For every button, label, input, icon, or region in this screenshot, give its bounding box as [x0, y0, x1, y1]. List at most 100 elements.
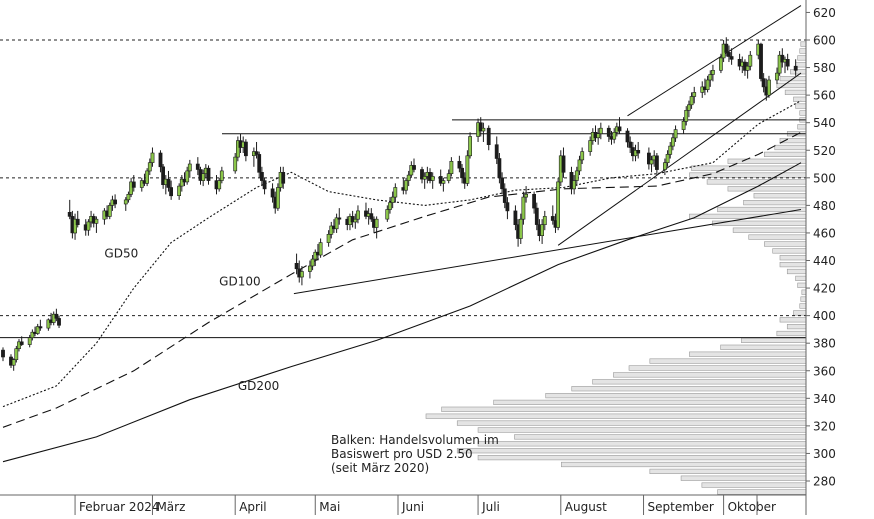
- candle-163: [649, 155, 654, 173]
- axes: 280 300 320 340 360 380 400 420 440 460 480 500 520 5…: [0, 0, 836, 515]
- x-tick-label-7: September: [648, 500, 714, 514]
- candle-33: [131, 175, 136, 192]
- candle-162: [646, 147, 651, 170]
- candle-135: [540, 219, 545, 244]
- candle-32: [129, 177, 134, 198]
- candle-body: [759, 43, 763, 79]
- candle-body: [441, 180, 446, 184]
- volume-bar-6: [456, 448, 807, 454]
- candle-95: [385, 205, 390, 222]
- candle-108: [430, 172, 435, 189]
- volume-bar-49: [764, 151, 807, 158]
- volume-bar-20: [689, 351, 807, 357]
- candle-195: [767, 75, 771, 98]
- volume-bar-65: [800, 41, 807, 47]
- candle-83: [334, 213, 339, 233]
- candle-92: [369, 208, 374, 222]
- candle-44: [177, 183, 182, 200]
- volume-bar-45: [706, 179, 807, 185]
- candle-body: [521, 196, 526, 220]
- candle-136: [542, 210, 547, 231]
- candle-body: [201, 173, 206, 181]
- note-line-2: Basiswert pro USD 2.50: [331, 447, 473, 461]
- y-tick-label-11: 500: [813, 171, 836, 185]
- candle-39: [158, 150, 163, 173]
- ma-label-gd100: GD100: [219, 274, 260, 288]
- candle-body: [145, 170, 150, 184]
- candle-body: [259, 172, 264, 181]
- candle-body: [636, 150, 641, 154]
- candle-178: [705, 75, 710, 93]
- y-tick-label-17: 620: [813, 6, 836, 20]
- candle-76: [310, 254, 315, 271]
- candle-196: [775, 67, 779, 85]
- volume-bar-55: [799, 110, 807, 116]
- candle-144: [574, 166, 579, 187]
- candle-141: [561, 147, 566, 178]
- candle-body: [107, 205, 112, 217]
- candle-body: [150, 152, 155, 163]
- candle-45: [179, 175, 184, 192]
- candle-body: [486, 127, 491, 145]
- y-tick-label-15: 580: [813, 61, 836, 75]
- candle-100: [404, 177, 408, 195]
- candle-9: [35, 323, 40, 335]
- candle-body: [17, 341, 21, 349]
- y-tick-label-0: 280: [813, 475, 836, 489]
- candle-152: [606, 125, 611, 142]
- candle-body: [767, 79, 771, 96]
- candle-body: [19, 341, 24, 345]
- candle-body: [668, 145, 673, 155]
- volume-bar-23: [776, 330, 807, 337]
- x-tick-label-6: August: [565, 500, 607, 514]
- candle-64: [257, 151, 262, 178]
- volume-bar-29: [801, 289, 807, 295]
- candle-175: [692, 86, 697, 104]
- volume-bar-2: [680, 475, 807, 481]
- candle-body: [307, 265, 312, 272]
- candle-body: [123, 199, 128, 205]
- candle-161: [636, 141, 641, 159]
- candle-body: [500, 177, 505, 190]
- volume-bar-1: [701, 482, 807, 488]
- candle-body: [75, 218, 80, 225]
- volume-bar-35: [772, 248, 807, 254]
- candle-29: [113, 194, 118, 209]
- candle-47: [185, 166, 190, 185]
- candle-body: [625, 130, 630, 143]
- candle-117: [468, 132, 473, 159]
- candle-body: [257, 154, 262, 173]
- candle-111: [446, 169, 451, 184]
- candle-body: [497, 158, 502, 179]
- candle-body: [30, 331, 35, 339]
- candle-170: [673, 125, 678, 142]
- candle-body: [369, 213, 374, 220]
- candle-body: [617, 126, 622, 132]
- volume-bar-50: [774, 144, 807, 151]
- y-tick-label-8: 440: [813, 254, 836, 268]
- candles: [1, 37, 798, 371]
- candle-192: [759, 42, 763, 82]
- trendlines: [293, 5, 802, 295]
- volume-bar-34: [779, 255, 807, 261]
- candle-body: [236, 140, 240, 158]
- candle-body: [219, 170, 224, 181]
- y-tick-label-16: 600: [813, 34, 836, 48]
- note-line-3: (seit März 2020): [331, 461, 429, 475]
- candle-body: [94, 218, 99, 224]
- candle-121: [486, 125, 491, 151]
- volume-bar-61: [790, 69, 807, 75]
- x-tick-label-4: Juni: [401, 500, 424, 514]
- candle-174: [689, 92, 694, 109]
- candle-body: [254, 151, 259, 155]
- candle-body: [572, 180, 577, 190]
- candle-body: [262, 180, 267, 190]
- candle-75: [307, 260, 312, 279]
- candle-184: [726, 45, 731, 63]
- candle-183: [724, 37, 729, 57]
- moving-average-gd100: [2, 131, 802, 428]
- y-tick-label-4: 360: [813, 364, 836, 378]
- candle-body: [494, 144, 499, 159]
- volume-bar-13: [493, 399, 807, 406]
- candle-10: [38, 319, 43, 331]
